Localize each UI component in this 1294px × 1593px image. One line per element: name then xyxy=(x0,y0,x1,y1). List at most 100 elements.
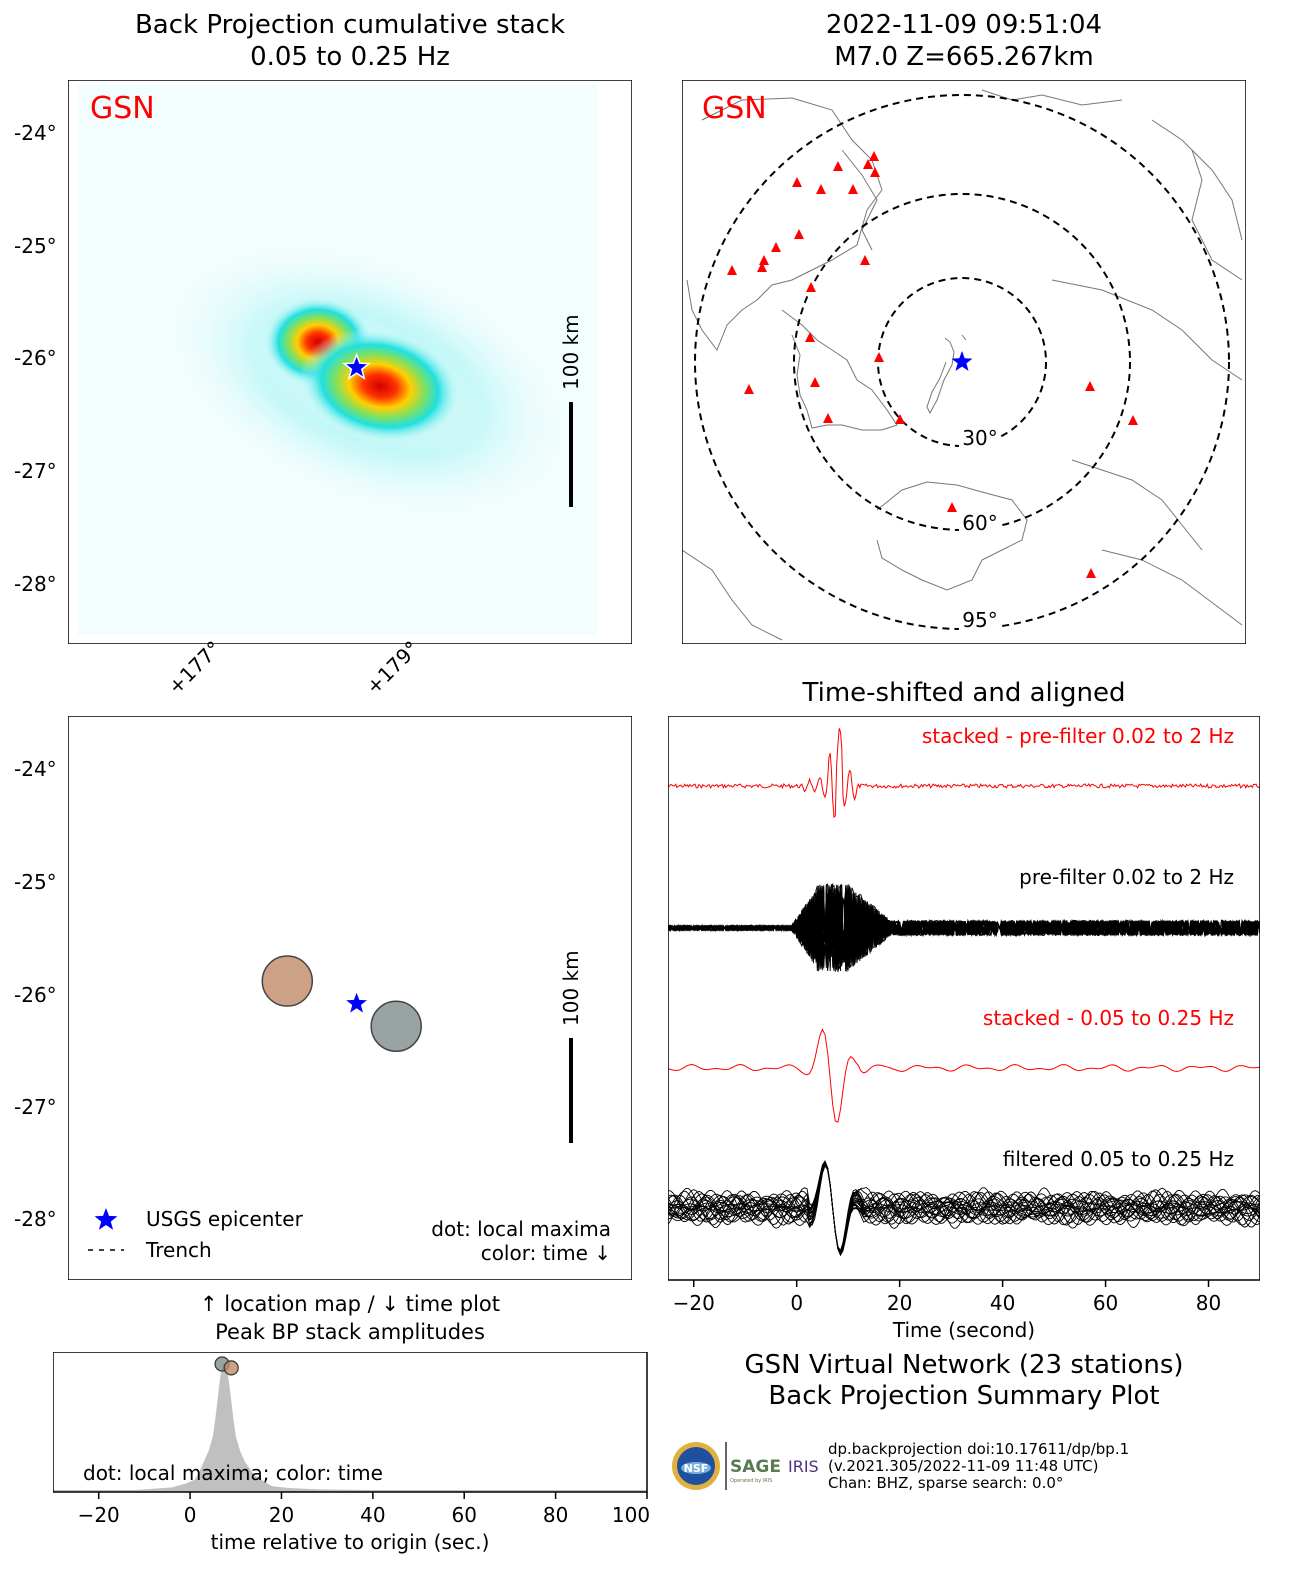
amp-xtick-label: 40 xyxy=(360,1503,385,1527)
peak-amp-chart: dot: local maxima; color: time −20 0 20 40 6… xyxy=(53,1352,650,1527)
station-marker-12 xyxy=(805,332,815,342)
iris-logo-text: IRIS xyxy=(788,1457,819,1476)
amp-xtick-label: 100 xyxy=(612,1503,650,1527)
amp-xtick-label: 80 xyxy=(543,1503,568,1527)
ring-label: 60° xyxy=(962,511,997,535)
station-marker-9 xyxy=(794,229,804,239)
trace-xtick-label: 0 xyxy=(790,1291,803,1315)
amp-peak-1 xyxy=(223,1360,239,1376)
bp-stack-panel: GSN 100 km xyxy=(68,80,632,644)
ring-labels: 30° 60° 95° xyxy=(959,426,999,633)
bp-title-line2: 0.05 to 0.25 Hz xyxy=(250,42,450,72)
legend-star-icon xyxy=(94,1208,118,1230)
loc-lat-tick: -27° xyxy=(14,1095,57,1119)
loc-lat-tick: -26° xyxy=(14,983,57,1007)
bp-lon-tick: +179° xyxy=(361,636,424,699)
loc-lat-tick: -24° xyxy=(14,757,57,781)
bp-lon-tick: +177° xyxy=(163,636,226,699)
loc-lat-tick: -25° xyxy=(14,870,57,894)
filtered-trace-15 xyxy=(668,1161,1260,1255)
label-raw: pre-filter 0.02 to 2 Hz xyxy=(1019,865,1234,889)
station-marker-16 xyxy=(874,352,884,362)
filtered-trace-20 xyxy=(668,1163,1260,1256)
loc-note-line2: color: time ↓ xyxy=(481,1241,611,1265)
bp-lat-tick: -27° xyxy=(14,459,57,483)
filtered-traces xyxy=(668,1160,1260,1257)
station-marker-23 xyxy=(947,502,957,512)
loc-lat-tick: -28° xyxy=(14,1207,57,1231)
bp-lat-tick: -25° xyxy=(14,234,57,258)
amp-note: dot: local maxima; color: time xyxy=(83,1461,383,1485)
bp-epicenter-star xyxy=(342,352,372,380)
filtered-trace-17 xyxy=(668,1160,1260,1254)
bp-lat-tick: -28° xyxy=(14,572,57,596)
trace-xtick-label: 60 xyxy=(1093,1291,1118,1315)
station-marker-1 xyxy=(816,184,826,194)
credit-line3: Chan: BHZ, sparse search: 0.0° xyxy=(828,1474,1064,1492)
logos: NSF SAGE Operated by IRIS IRIS xyxy=(672,1442,819,1490)
traces-title: Time-shifted and aligned xyxy=(802,678,1126,708)
traces-x-ticks: −20 0 20 40 60 80 xyxy=(673,1280,1221,1315)
traces-panel: stacked - pre-filter 0.02 to 2 Hz pre-fi… xyxy=(668,716,1260,1315)
station-marker-4 xyxy=(863,159,873,169)
bp-scalebar-label: 100 km xyxy=(559,314,583,390)
trace-xtick-label: 40 xyxy=(990,1291,1015,1315)
distance-rings xyxy=(694,94,1230,630)
bp-title-line1: Back Projection cumulative stack xyxy=(134,10,566,40)
amp-xtick-label: −20 xyxy=(78,1503,120,1527)
label-stacked-filt: stacked - 0.05 to 0.25 Hz xyxy=(983,1006,1234,1030)
station-marker-7 xyxy=(757,262,767,272)
legend-epicenter: USGS epicenter xyxy=(146,1207,304,1231)
map-network-label: GSN xyxy=(702,91,767,126)
credit-line1: dp.backprojection doi:10.17611/dp/bp.1 xyxy=(828,1440,1130,1458)
stacked-raw-trace xyxy=(668,728,1260,819)
footer-title-line1: GSN Virtual Network (23 stations) xyxy=(744,1350,1184,1380)
loc-scalebar-label: 100 km xyxy=(559,950,583,1026)
station-marker-0 xyxy=(792,177,802,187)
bp-lat-tick: -26° xyxy=(14,346,57,370)
amp-xtick-label: 60 xyxy=(452,1503,477,1527)
station-marker-19 xyxy=(744,384,754,394)
loc-caption-line1: ↑ location map / ↓ time plot xyxy=(200,1292,500,1316)
amplitude-peaks xyxy=(214,1356,239,1376)
footer-title-line2: Back Projection Summary Plot xyxy=(768,1381,1160,1411)
label-stacked-raw: stacked - pre-filter 0.02 to 2 Hz xyxy=(922,724,1234,748)
legend-trench: Trench xyxy=(145,1238,212,1262)
filtered-trace-18 xyxy=(668,1163,1260,1252)
stacked-filtered-trace xyxy=(668,1028,1260,1123)
trace-xtick-label: 20 xyxy=(887,1291,912,1315)
station-marker-3 xyxy=(848,184,858,194)
ring-label: 95° xyxy=(962,608,997,632)
bp-lat-tick: -24° xyxy=(14,121,57,145)
loc-epicenter-star xyxy=(342,988,372,1016)
station-markers xyxy=(727,151,1138,578)
traces-xlabel: Time (second) xyxy=(892,1318,1036,1342)
station-marker-14 xyxy=(727,265,737,275)
trace-xtick-label: 80 xyxy=(1196,1291,1221,1315)
coastlines xyxy=(682,89,1243,641)
trace-xtick-label: −20 xyxy=(673,1291,715,1315)
map-epicenter-star xyxy=(951,351,973,371)
label-filt: filtered 0.05 to 0.25 Hz xyxy=(1003,1147,1234,1171)
nsf-logo-text: NSF xyxy=(684,1462,709,1475)
raw-trace-22 xyxy=(668,884,1260,968)
location-dots xyxy=(261,955,422,1052)
station-marker-2 xyxy=(833,161,843,171)
station-marker-21 xyxy=(1128,415,1138,425)
station-map-panel: 30° 60° 95° GSN xyxy=(682,80,1246,644)
raw-traces xyxy=(668,882,1260,973)
ring-label: 30° xyxy=(962,426,997,450)
station-marker-15 xyxy=(810,377,820,387)
map-title-line1: 2022-11-09 09:51:04 xyxy=(825,10,1103,40)
station-marker-5 xyxy=(869,151,879,161)
bp-network-label: GSN xyxy=(90,91,155,126)
station-marker-13 xyxy=(860,255,870,265)
amp-x-ticks: −20 0 20 40 60 80 100 xyxy=(78,1492,650,1527)
station-marker-22 xyxy=(1086,568,1096,578)
filtered-trace-19 xyxy=(668,1164,1260,1253)
amp-xtick-label: 20 xyxy=(269,1503,294,1527)
nsf-logo-icon: NSF xyxy=(672,1442,720,1490)
station-marker-18 xyxy=(895,414,905,424)
location-dot-1 xyxy=(370,1000,422,1052)
station-marker-17 xyxy=(823,413,833,423)
